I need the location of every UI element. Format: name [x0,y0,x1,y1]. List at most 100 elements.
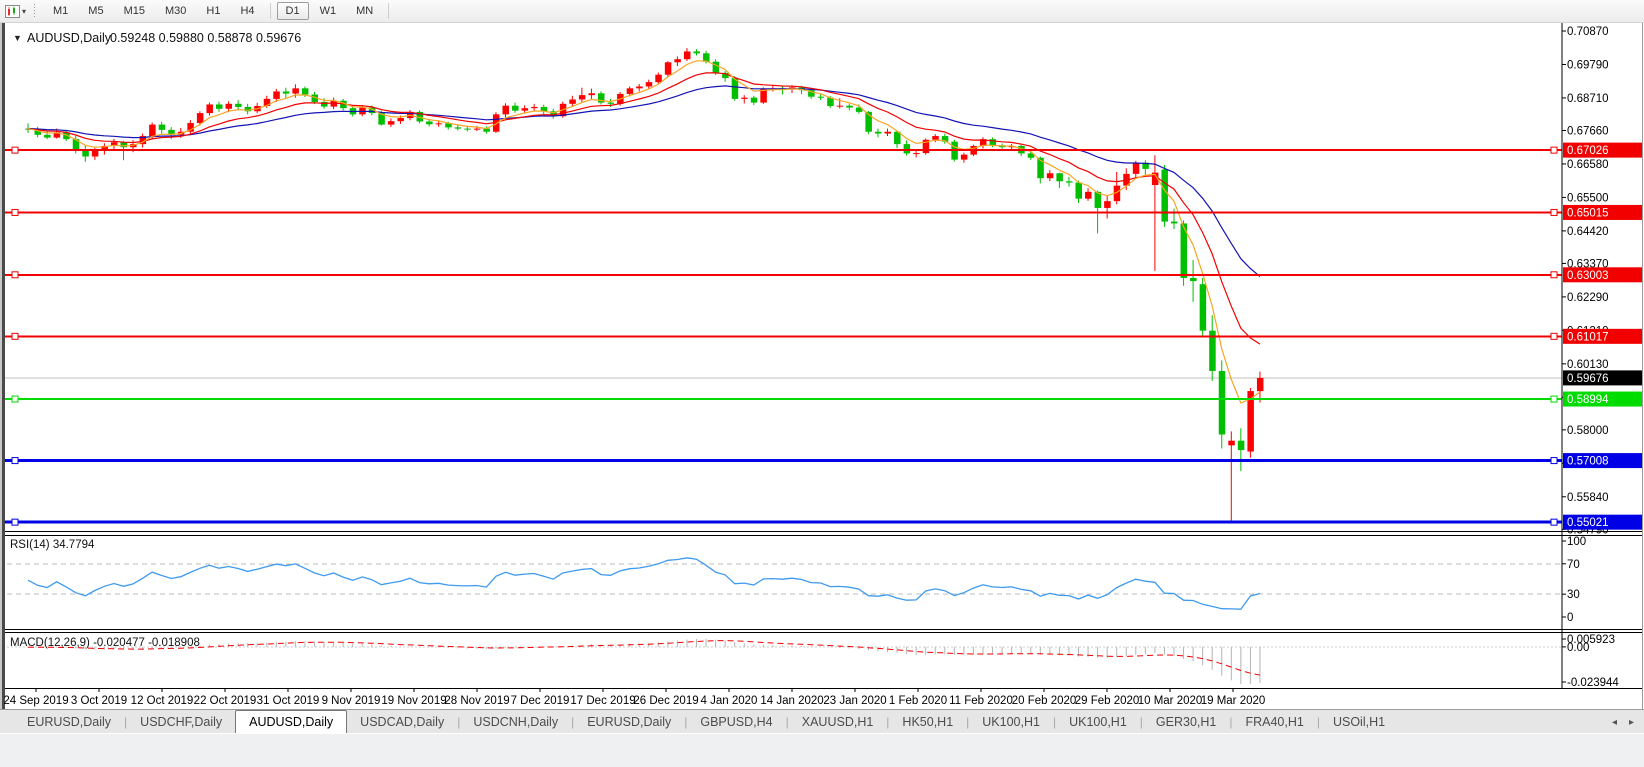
hline-anchor[interactable] [11,271,19,279]
period-button-mn[interactable]: MN [347,2,382,20]
candles-layer [25,48,1264,524]
price-tick: 0.70870 [1567,26,1609,38]
tab-eurusd-daily-0[interactable]: EURUSD,Daily [27,715,112,729]
date-tick: 3 Oct 2019 [71,695,127,707]
hline-anchor[interactable] [1550,332,1558,340]
date-tick: 14 Jan 2020 [760,695,823,707]
date-axis[interactable]: 24 Sep 2019 3 Oct 2019 12 Oct 2019 22 Oct 2… [3,688,1265,707]
chart-collapse-icon[interactable]: ▼ [13,33,22,43]
toolbar-separator [388,3,390,19]
hline-anchor[interactable] [11,208,19,216]
hline-anchor[interactable] [11,146,19,154]
date-tick: 12 Oct 2019 [131,695,194,707]
window-left-border [2,22,5,711]
tabs-scroll-left-icon[interactable]: ◂ [1611,717,1617,728]
macd-label: MACD(12,26,9) -0.020477 -0.018908 [10,637,200,649]
macd-signal-line [28,640,1261,676]
hline-price-label: 0.65015 [1567,207,1609,219]
tab-separator: | [124,715,128,729]
tab-gbpusd-h4-6[interactable]: GBPUSD,H4 [700,715,773,729]
date-tick: 10 Mar 2020 [1138,695,1203,707]
price-tick: 0.68710 [1567,93,1609,105]
date-tick: 11 Feb 2020 [949,695,1013,707]
date-tick: 1 Feb 2020 [889,695,947,707]
rsi-axis-label: 30 [1567,589,1580,601]
hline-anchor[interactable] [1550,271,1558,279]
price-tick: 0.69790 [1567,59,1609,71]
macd-axis-label: 0.005923 [1567,634,1615,646]
rsi-line [27,557,1261,610]
rsi-pane[interactable]: 100 70 30 0 [7,536,1586,624]
hline-anchor[interactable] [11,457,19,465]
period-button-w1[interactable]: W1 [311,2,346,20]
hline-anchor[interactable] [1550,395,1558,403]
tab-separator: | [886,715,890,729]
period-button-m30[interactable]: M30 [156,2,195,20]
hline-anchor[interactable] [1550,457,1558,465]
tab-xauusd-h1-7[interactable]: XAUUSD,H1 [801,715,874,729]
tab-hk50-h1-8[interactable]: HK50,H1 [902,715,954,729]
period-button-h1[interactable]: H1 [197,2,229,20]
date-tick: 31 Oct 2019 [257,695,320,707]
tab-audusd-daily-2[interactable]: AUDUSD,Daily [235,710,348,733]
tab-usdchf-daily-1[interactable]: USDCHF,Daily [140,715,223,729]
hline-anchor[interactable] [11,332,19,340]
date-tick: 22 Oct 2019 [194,695,257,707]
date-tick: 29 Feb 2020 [1075,695,1140,707]
hline-price-label: 0.67026 [1567,145,1609,157]
tab-fra40-h1-12[interactable]: FRA40,H1 [1245,715,1304,729]
hline-anchor[interactable] [11,395,19,403]
status-bar [0,733,1644,767]
date-tick: 26 Dec 2019 [633,695,698,707]
chevron-down-icon[interactable]: ▾ [22,6,27,16]
toolbar-grip-handle[interactable] [33,3,37,19]
tab-ger30-h1-11[interactable]: GER30,H1 [1155,715,1217,729]
tab-usoil-h1-13[interactable]: USOil,H1 [1332,715,1386,729]
tab-uk100-h1-10[interactable]: UK100,H1 [1069,715,1127,729]
period-button-h4[interactable]: H4 [231,2,263,20]
hline-price-label: 0.57008 [1567,456,1609,468]
tab-separator: | [457,715,461,729]
main-price-pane[interactable] [5,48,1562,526]
tab-separator: | [571,715,575,729]
symbol-tab-bar: EURUSD,Daily | USDCHF,Daily AUDUSD,Daily USD… [0,709,1644,733]
price-tick: 0.66580 [1567,159,1609,171]
macd-axis-label: 0.00 [1567,642,1589,654]
date-tick: 23 Jan 2020 [823,695,886,707]
price-tick: 0.58000 [1567,425,1609,437]
date-tick: 28 Nov 2019 [444,695,509,707]
date-tick: 19 Mar 2020 [1201,695,1266,707]
ma-medium-line [27,72,1261,345]
date-tick: 24 Sep 2019 [3,695,68,707]
tab-eurusd-daily-5[interactable]: EURUSD,Daily [587,715,672,729]
candlestick-chart-icon[interactable] [5,4,20,18]
price-tick: 0.55840 [1567,492,1609,504]
tab-separator: | [684,715,688,729]
period-button-m5[interactable]: M5 [79,2,112,20]
period-button-m1[interactable]: M1 [44,2,77,20]
date-tick: 20 Feb 2020 [1012,695,1077,707]
hline-anchor[interactable] [1550,146,1558,154]
tab-usdcad-daily-3[interactable]: USDCAD,Daily [360,715,445,729]
hline-anchor[interactable] [1550,518,1558,526]
tab-separator: | [785,715,789,729]
rsi-axis-label: 70 [1567,559,1580,571]
hline-anchor[interactable] [1550,208,1558,216]
hline-anchor[interactable] [11,518,19,526]
tab-usdcnh-daily-4[interactable]: USDCNH,Daily [473,715,559,729]
price-tick: 0.60130 [1567,359,1609,371]
price-axis[interactable]: 0.70870 0.69790 0.68710 0.67660 0.66580 0.655… [5,23,1642,690]
macd-axis-label: -0.023944 [1567,677,1619,689]
ma-fast-line [27,60,1261,404]
tab-uk100-h1-9[interactable]: UK100,H1 [982,715,1040,729]
rsi-axis-label: 100 [1567,536,1586,548]
chart-title-symbol: AUDUSD,Daily [27,31,112,45]
tabs-scroll-right-icon[interactable]: ▸ [1628,717,1634,728]
window-left-edge [0,22,2,711]
date-tick: 19 Nov 2019 [381,695,446,707]
period-button-d1[interactable]: D1 [276,2,309,20]
date-tick: 7 Dec 2019 [511,695,570,707]
period-button-m15[interactable]: M15 [115,2,154,20]
